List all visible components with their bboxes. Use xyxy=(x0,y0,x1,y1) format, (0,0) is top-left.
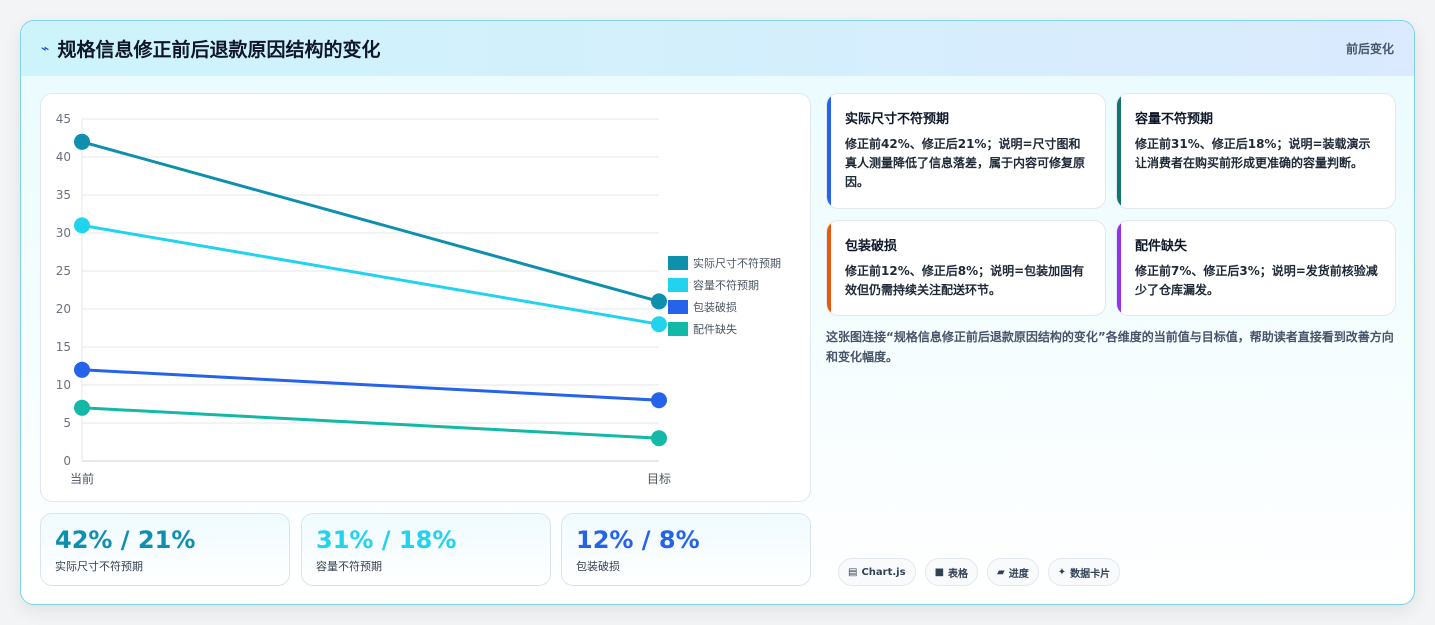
info-card-4: 配件缺失 修正前7%、修正后3%；说明=发货前核验减少了仓库漏发。 xyxy=(1116,220,1396,316)
data-point xyxy=(651,293,667,310)
legend-label: 配件缺失 xyxy=(693,322,737,336)
line-chart: 0 5 10 15 20 25 30 35 40 45 当前 目标 实际尺寸不符预期容量不符预期包装破损… xyxy=(56,112,781,486)
progress-icon: ▰ xyxy=(997,566,1005,578)
series-line xyxy=(81,223,660,326)
chart-description: 这张图连接“规格信息修正前后退款原因结构的变化”各维度的当前值与目标值，帮助读者… xyxy=(826,330,1394,364)
data-point xyxy=(74,217,90,234)
y-tick-label: 15 xyxy=(56,340,71,354)
pill-progress[interactable]: ▰ 进度 xyxy=(987,558,1039,586)
page-title: 规格信息修正前后退款原因结构的变化 xyxy=(57,39,381,61)
info-card-title: 包装破损 xyxy=(845,239,898,254)
y-tick-label: 20 xyxy=(56,302,71,316)
header: ⌁ 规格信息修正前后退款原因结构的变化 前后变化 xyxy=(21,21,1414,76)
pill-data-cards[interactable]: ✦ 数据卡片 xyxy=(1047,558,1121,586)
data-point xyxy=(74,399,90,416)
info-card-title: 实际尺寸不符预期 xyxy=(845,112,950,127)
chart-logo-icon: ⌁ xyxy=(41,40,50,57)
info-card-body: 修正前12%、修正后8%；说明=包装加固有效但仍需持续关注配送环节。 xyxy=(845,264,1085,297)
info-card-title: 配件缺失 xyxy=(1135,239,1188,254)
sparkle-icon: ✦ xyxy=(1057,566,1067,578)
data-point xyxy=(651,316,667,333)
pill-table[interactable]: ■ 表格 xyxy=(924,558,979,586)
stat-value: 12% / 8% xyxy=(576,526,700,554)
x-tick-label: 当前 xyxy=(70,471,94,486)
info-card-title: 容量不符预期 xyxy=(1135,112,1214,127)
y-tick-label: 45 xyxy=(56,112,71,126)
data-point xyxy=(74,133,90,150)
pill-label: 进度 xyxy=(1008,568,1029,580)
y-tick-label: 10 xyxy=(56,378,71,392)
pill-label: 数据卡片 xyxy=(1070,568,1111,580)
y-tick-label: 5 xyxy=(63,416,71,430)
info-card-body: 修正前31%、修正后18%；说明=装载演示让消费者在购买前形成更准确的容量判断。 xyxy=(1135,137,1371,170)
dashboard-card: ⌁ 规格信息修正前后退款原因结构的变化 前后变化 0 5 10 15 20 25 30 35 4… xyxy=(20,20,1415,605)
stat-label: 实际尺寸不符预期 xyxy=(55,560,143,573)
info-card-3: 包装破损 修正前12%、修正后8%；说明=包装加固有效但仍需持续关注配送环节。 xyxy=(826,220,1106,316)
stat-label: 包装破损 xyxy=(576,560,620,573)
pill-chartjs[interactable]: ▤ Chart.js xyxy=(838,558,916,586)
legend-label: 包装破损 xyxy=(693,300,737,314)
header-tag: 前后变化 xyxy=(1345,42,1394,56)
y-tick-label: 0 xyxy=(63,454,71,468)
x-tick-label: 目标 xyxy=(647,472,671,486)
info-card-body: 修正前42%、修正后21%；说明=尺寸图和真人测量降低了信息落差，属于内容可修复… xyxy=(845,137,1086,189)
chart-panel: 0 5 10 15 20 25 30 35 40 45 当前 目标 实际尺寸不符预期 容量不符预期 包装破损… xyxy=(40,93,811,502)
info-card-body: 修正前7%、修正后3%；说明=发货前核验减少了仓库漏发。 xyxy=(1135,264,1378,297)
pill-label: 表格 xyxy=(948,568,969,580)
series-line xyxy=(81,406,660,440)
pill-label: Chart.js xyxy=(861,566,906,578)
y-tick-label: 25 xyxy=(56,264,71,278)
info-card-1: 实际尺寸不符预期 修正前42%、修正后21%；说明=尺寸图和真人测量降低了信息落… xyxy=(826,93,1106,209)
y-tick-label: 40 xyxy=(56,150,71,164)
legend-swatch xyxy=(668,278,688,292)
stat-label: 容量不符预期 xyxy=(316,560,382,573)
data-point xyxy=(651,430,667,447)
stat-card-2: 31% / 18% 容量不符预期 xyxy=(301,513,551,586)
stat-card-3: 12% / 8% 包装破损 xyxy=(561,513,811,586)
info-card-2: 容量不符预期 修正前31%、修正后18%；说明=装载演示让消费者在购买前形成更准… xyxy=(1116,93,1396,209)
data-point xyxy=(74,361,90,378)
legend-label: 实际尺寸不符预期 xyxy=(693,256,781,270)
stat-card-1: 42% / 21% 实际尺寸不符预期 xyxy=(40,513,290,586)
y-tick-label: 35 xyxy=(56,188,71,202)
table-icon: ■ xyxy=(934,566,945,578)
stat-value: 31% / 18% xyxy=(316,526,457,554)
legend-swatch xyxy=(668,256,688,270)
stat-value: 42% / 21% xyxy=(55,526,196,554)
legend-label: 容量不符预期 xyxy=(693,278,759,292)
series-line xyxy=(81,140,660,303)
series-line xyxy=(81,368,660,402)
legend-swatch xyxy=(668,300,688,314)
feature-pills: ▤ Chart.js ■ 表格 ▰ 进度 ✦ 数据卡片 xyxy=(838,558,1121,586)
legend-swatch xyxy=(668,322,688,336)
chart-icon: ▤ xyxy=(848,566,858,578)
data-point xyxy=(651,392,667,409)
y-tick-label: 30 xyxy=(56,226,71,240)
